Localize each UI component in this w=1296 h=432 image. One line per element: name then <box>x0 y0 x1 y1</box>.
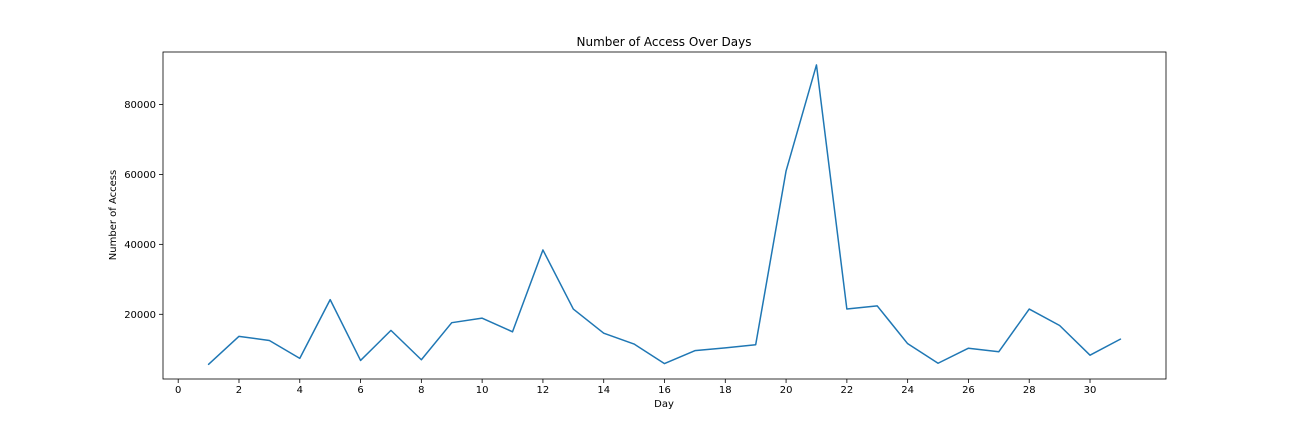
chart-title: Number of Access Over Days <box>577 35 752 49</box>
x-tick-label: 6 <box>357 385 363 396</box>
x-tick-label: 18 <box>719 385 732 396</box>
x-axis-label: Day <box>654 399 674 410</box>
series-line <box>207 64 1122 366</box>
y-axis-ticks: 20000 40000 60000 80000 <box>124 100 163 321</box>
x-axis-ticks: 0 2 4 6 8 10 12 14 16 18 20 22 24 26 28 30 <box>175 379 1096 396</box>
x-tick-label: 8 <box>418 385 424 396</box>
x-tick-label: 24 <box>901 385 914 396</box>
y-tick-label: 60000 <box>124 170 156 181</box>
y-tick-label: 80000 <box>124 100 156 111</box>
x-tick-label: 30 <box>1084 385 1097 396</box>
x-tick-label: 28 <box>1023 385 1036 396</box>
y-axis-label: Number of Access <box>108 170 119 260</box>
x-tick-label: 20 <box>780 385 793 396</box>
x-tick-label: 22 <box>840 385 853 396</box>
y-tick-label: 40000 <box>124 240 156 251</box>
y-tick-label: 20000 <box>124 310 156 321</box>
x-tick-label: 2 <box>236 385 242 396</box>
x-tick-label: 26 <box>962 385 975 396</box>
x-tick-label: 14 <box>597 385 610 396</box>
x-tick-label: 16 <box>658 385 671 396</box>
x-tick-label: 12 <box>537 385 550 396</box>
x-tick-label: 4 <box>297 385 303 396</box>
x-tick-label: 10 <box>476 385 489 396</box>
plot-area: 0 2 4 6 8 10 12 14 16 18 20 22 24 26 28 30 200004000060… <box>124 51 1167 396</box>
series-group <box>207 64 1122 366</box>
x-tick-label: 0 <box>175 385 181 396</box>
